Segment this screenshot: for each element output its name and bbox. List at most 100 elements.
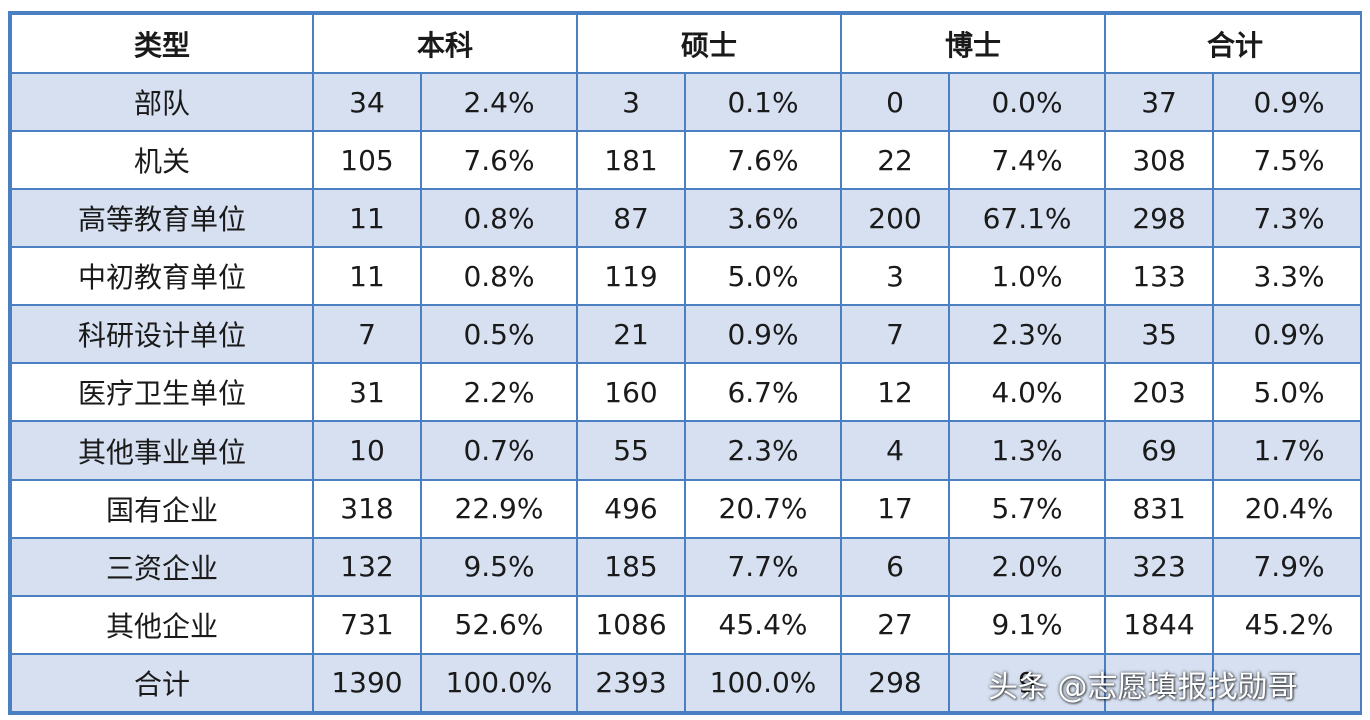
total-count-cell: 35 bbox=[1104, 304, 1215, 365]
total-count-cell: 298 bbox=[1104, 188, 1215, 249]
bachelor-pct-cell: 2.2% bbox=[419, 362, 579, 423]
master-count-cell: 3 bbox=[576, 71, 687, 133]
bachelor-pct-cell: 22.9% bbox=[419, 478, 579, 539]
master-count-cell: 496 bbox=[576, 478, 687, 539]
doctor-count-cell: 7 bbox=[840, 304, 951, 365]
type-cell: 国有企业 bbox=[10, 478, 314, 539]
total-pct-cell: 45.2% bbox=[1212, 594, 1360, 655]
bachelor-pct-cell: 9.5% bbox=[419, 536, 579, 597]
bachelor-pct-cell: 0.8% bbox=[419, 188, 579, 249]
master-count-cell: 119 bbox=[576, 246, 687, 307]
bachelor-count-cell: 7 bbox=[312, 304, 422, 365]
master-pct-cell: 2.3% bbox=[684, 420, 843, 481]
doctor-count-cell: 0 bbox=[840, 71, 951, 133]
header-row: 类型 本科 硕士 博士 合计 bbox=[10, 13, 1360, 74]
master-count-cell: 1086 bbox=[576, 594, 687, 655]
total-pct-cell: 7.3% bbox=[1212, 188, 1360, 249]
doctor-count-cell: 22 bbox=[840, 130, 951, 191]
bachelor-pct-cell: 2.4% bbox=[419, 71, 579, 133]
employment-table: 类型 本科 硕士 博士 合计 部队 34 2.4% 3 0.1% 0 0.0% 37 0.9% 机… bbox=[10, 13, 1360, 713]
bachelor-pct-cell: 52.6% bbox=[419, 594, 579, 655]
doctor-pct-cell: 67.1% bbox=[948, 188, 1107, 249]
table-row: 国有企业 318 22.9% 496 20.7% 17 5.7% 831 20.4% bbox=[10, 478, 1360, 539]
master-count-cell: 55 bbox=[576, 420, 687, 481]
type-cell: 高等教育单位 bbox=[10, 188, 314, 249]
header-type: 类型 bbox=[10, 13, 314, 74]
doctor-pct-cell: 1.3% bbox=[948, 420, 1107, 481]
header-total: 合计 bbox=[1104, 13, 1360, 74]
doctor-pct-cell: 0.0% bbox=[948, 71, 1107, 133]
total-pct-cell: 20.4% bbox=[1212, 478, 1360, 539]
type-cell: 其他企业 bbox=[10, 594, 314, 655]
type-cell: 科研设计单位 bbox=[10, 304, 314, 365]
type-cell: 机关 bbox=[10, 130, 314, 191]
doctor-count-cell: 200 bbox=[840, 188, 951, 249]
table-row: 医疗卫生单位 31 2.2% 160 6.7% 12 4.0% 203 5.0% bbox=[10, 362, 1360, 423]
total-pct-cell: 3.3% bbox=[1212, 246, 1360, 307]
type-cell: 部队 bbox=[10, 71, 314, 133]
bachelor-count-cell: 105 bbox=[312, 130, 422, 191]
bachelor-pct-cell: 100.0% bbox=[419, 652, 579, 713]
total-pct-cell: 5.0% bbox=[1212, 362, 1360, 423]
doctor-pct-cell: 7.4% bbox=[948, 130, 1107, 191]
master-pct-cell: 0.1% bbox=[684, 71, 843, 133]
total-pct-cell bbox=[1212, 652, 1360, 713]
header-master: 硕士 bbox=[576, 13, 843, 74]
doctor-pct-cell: 5.7% bbox=[948, 478, 1107, 539]
table-row: 其他企业 731 52.6% 1086 45.4% 27 9.1% 1844 45.2% bbox=[10, 594, 1360, 655]
master-count-cell: 21 bbox=[576, 304, 687, 365]
bachelor-count-cell: 34 bbox=[312, 71, 422, 133]
total-pct-cell: 1.7% bbox=[1212, 420, 1360, 481]
doctor-pct-cell: 9 bbox=[948, 652, 1107, 713]
total-pct-cell: 0.9% bbox=[1212, 71, 1360, 133]
type-cell: 合计 bbox=[10, 652, 314, 713]
master-pct-cell: 100.0% bbox=[684, 652, 843, 713]
doctor-pct-cell: 1.0% bbox=[948, 246, 1107, 307]
table-row: 中初教育单位 11 0.8% 119 5.0% 3 1.0% 133 3.3% bbox=[10, 246, 1360, 307]
type-cell: 其他事业单位 bbox=[10, 420, 314, 481]
doctor-pct-cell: 2.3% bbox=[948, 304, 1107, 365]
doctor-count-cell: 17 bbox=[840, 478, 951, 539]
type-cell: 医疗卫生单位 bbox=[10, 362, 314, 423]
total-count-cell: 308 bbox=[1104, 130, 1215, 191]
bachelor-pct-cell: 7.6% bbox=[419, 130, 579, 191]
type-cell: 中初教育单位 bbox=[10, 246, 314, 307]
doctor-count-cell: 4 bbox=[840, 420, 951, 481]
total-pct-cell: 0.9% bbox=[1212, 304, 1360, 365]
total-count-cell: 37 bbox=[1104, 71, 1215, 133]
master-count-cell: 185 bbox=[576, 536, 687, 597]
total-count-cell: 203 bbox=[1104, 362, 1215, 423]
total-count-cell: 69 bbox=[1104, 420, 1215, 481]
table-row: 高等教育单位 11 0.8% 87 3.6% 200 67.1% 298 7.3% bbox=[10, 188, 1360, 249]
bachelor-count-cell: 31 bbox=[312, 362, 422, 423]
table-container: 类型 本科 硕士 博士 合计 部队 34 2.4% 3 0.1% 0 0.0% 37 0.9% 机… bbox=[8, 11, 1362, 715]
master-count-cell: 160 bbox=[576, 362, 687, 423]
total-count-cell: 133 bbox=[1104, 246, 1215, 307]
doctor-count-cell: 3 bbox=[840, 246, 951, 307]
table-row: 部队 34 2.4% 3 0.1% 0 0.0% 37 0.9% bbox=[10, 71, 1360, 133]
doctor-count-cell: 27 bbox=[840, 594, 951, 655]
bachelor-count-cell: 731 bbox=[312, 594, 422, 655]
doctor-pct-cell: 4.0% bbox=[948, 362, 1107, 423]
master-pct-cell: 6.7% bbox=[684, 362, 843, 423]
total-count-cell: 831 bbox=[1104, 478, 1215, 539]
bachelor-pct-cell: 0.8% bbox=[419, 246, 579, 307]
bachelor-count-cell: 132 bbox=[312, 536, 422, 597]
table-row: 科研设计单位 7 0.5% 21 0.9% 7 2.3% 35 0.9% bbox=[10, 304, 1360, 365]
type-cell: 三资企业 bbox=[10, 536, 314, 597]
total-count-cell: 1844 bbox=[1104, 594, 1215, 655]
header-doctor: 博士 bbox=[840, 13, 1107, 74]
master-pct-cell: 3.6% bbox=[684, 188, 843, 249]
total-pct-cell: 7.5% bbox=[1212, 130, 1360, 191]
doctor-pct-cell: 2.0% bbox=[948, 536, 1107, 597]
header-bachelor: 本科 bbox=[311, 13, 579, 74]
master-pct-cell: 7.7% bbox=[684, 536, 843, 597]
total-count-cell: 323 bbox=[1104, 536, 1215, 597]
master-pct-cell: 7.6% bbox=[684, 130, 843, 191]
table-row: 合计 1390 100.0% 2393 100.0% 298 9 bbox=[10, 652, 1360, 713]
doctor-count-cell: 6 bbox=[840, 536, 951, 597]
doctor-pct-cell: 9.1% bbox=[948, 594, 1107, 655]
master-count-cell: 87 bbox=[576, 188, 687, 249]
master-count-cell: 2393 bbox=[576, 652, 687, 713]
doctor-count-cell: 12 bbox=[840, 362, 951, 423]
